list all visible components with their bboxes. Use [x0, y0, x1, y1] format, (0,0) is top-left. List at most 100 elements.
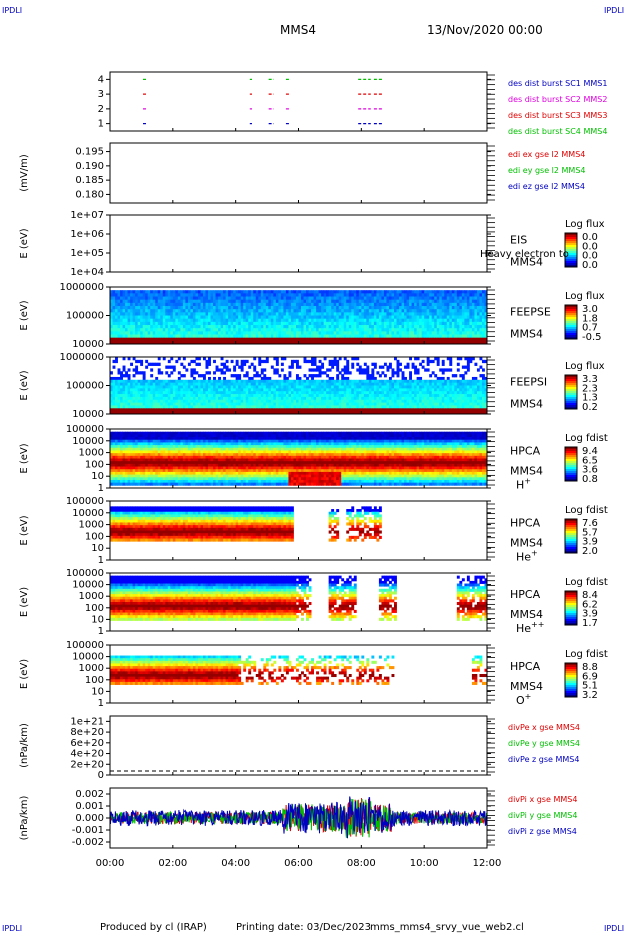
feepse-cell [268, 334, 272, 339]
feepse-cell [388, 331, 392, 335]
feepsi-cell [326, 411, 330, 415]
feepse-cell [132, 306, 136, 310]
feepsi-cell [160, 385, 164, 389]
feepse-cell [233, 325, 237, 329]
feepsi-cell [454, 382, 458, 386]
feepse-cell [172, 318, 176, 323]
feepse-cell [479, 315, 483, 320]
feepse-cell [197, 340, 201, 345]
feepse-cell [213, 315, 216, 320]
feepse-cell [125, 302, 128, 307]
feepsi-cell [388, 391, 392, 395]
feepsi-cell [273, 357, 277, 361]
feepse-cell [255, 299, 259, 304]
feepsi-cell [270, 411, 274, 415]
feepse-cell [416, 321, 420, 326]
feepsi-cell [175, 391, 179, 395]
feepse-cell [293, 299, 297, 304]
feepsi-cell [200, 382, 204, 386]
feepsi-cell [195, 405, 199, 409]
feepsi-cell [451, 385, 455, 389]
feepsi-cell [288, 399, 292, 403]
feepse-cell [280, 315, 284, 320]
feepse-cell [240, 321, 244, 326]
feepse-cell [328, 309, 332, 313]
feepsi-cell [449, 405, 453, 409]
feepsi-cell [285, 394, 289, 398]
feepse-cell [399, 296, 402, 301]
feepsi-cell [373, 411, 377, 415]
feepsi-cell [313, 368, 317, 372]
feepse-cell [202, 296, 206, 301]
feepse-cell [416, 312, 420, 316]
feepse-cell [290, 299, 294, 304]
feepse-cell [192, 296, 196, 301]
feepse-cell [147, 306, 151, 310]
feepse-cell [195, 309, 199, 313]
feepsi-cell [464, 399, 468, 403]
feepse-cell [137, 293, 141, 297]
feepse-cell [439, 302, 443, 307]
feepse-cell [140, 309, 144, 313]
feepse-cell [268, 331, 272, 335]
feepsi-cell [396, 368, 400, 372]
feepsi-cell [449, 368, 453, 372]
feepsi-cell [220, 411, 224, 415]
feepsi-cell [461, 411, 465, 415]
feepse-cell [283, 325, 287, 329]
feepsi-cell [391, 371, 395, 375]
feepsi-cell [180, 391, 184, 395]
feepsi-cell [120, 382, 123, 386]
feepsi-cell [155, 388, 159, 392]
feepsi-cell [421, 396, 425, 401]
feepsi-cell [120, 371, 123, 375]
feepse-cell [195, 321, 199, 326]
feepsi-cell [238, 365, 242, 369]
feepse-cell [459, 315, 463, 320]
feepse-cell [155, 334, 159, 339]
feepsi-cell [401, 385, 405, 389]
feepse-cell [449, 331, 453, 335]
feepse-cell [240, 312, 244, 316]
feepse-cell [218, 296, 221, 301]
feepse-cell [170, 321, 174, 326]
feepse-cell [218, 290, 221, 294]
feepsi-cell [258, 405, 262, 409]
feepse-cell [313, 321, 317, 326]
feepse-cell [351, 334, 355, 339]
feepse-cell [441, 299, 445, 304]
feepsi-cell [185, 391, 189, 395]
feepse-cell [172, 331, 176, 335]
feepse-cell [306, 334, 309, 339]
feepsi-cell [388, 382, 392, 386]
feepse-cell [155, 296, 159, 301]
feepsi-cell [130, 408, 134, 412]
feepse-cell [187, 293, 191, 297]
feepse-cell [130, 325, 134, 329]
feepsi-cell [248, 394, 252, 398]
feepsi-cell [185, 379, 189, 384]
feepsi-cell [336, 382, 340, 386]
eis-cbar-cell [565, 257, 577, 260]
feepse-cell [112, 296, 116, 301]
feepse-cell [200, 309, 204, 313]
feepse-cell [155, 306, 159, 310]
feepse-cell [444, 325, 448, 329]
feepse-cell [295, 293, 299, 297]
feepse-cell [484, 309, 488, 313]
feepse-cell [424, 290, 428, 294]
feepse-cell [351, 306, 355, 310]
feepse-cell [441, 340, 445, 345]
feepsi-cell [444, 379, 448, 384]
feepse-cell [461, 296, 465, 301]
feepse-cell [182, 306, 186, 310]
feepse-cell [275, 331, 279, 335]
feepse-cell [441, 331, 445, 335]
feepsi-cell [117, 382, 121, 386]
feepsi-cell [130, 402, 134, 406]
feepse-cell [165, 321, 169, 326]
feepse-cell [378, 302, 382, 307]
feepsi-cell [439, 399, 443, 403]
feepse-cell [110, 309, 113, 313]
feepsi-cell [280, 411, 284, 415]
